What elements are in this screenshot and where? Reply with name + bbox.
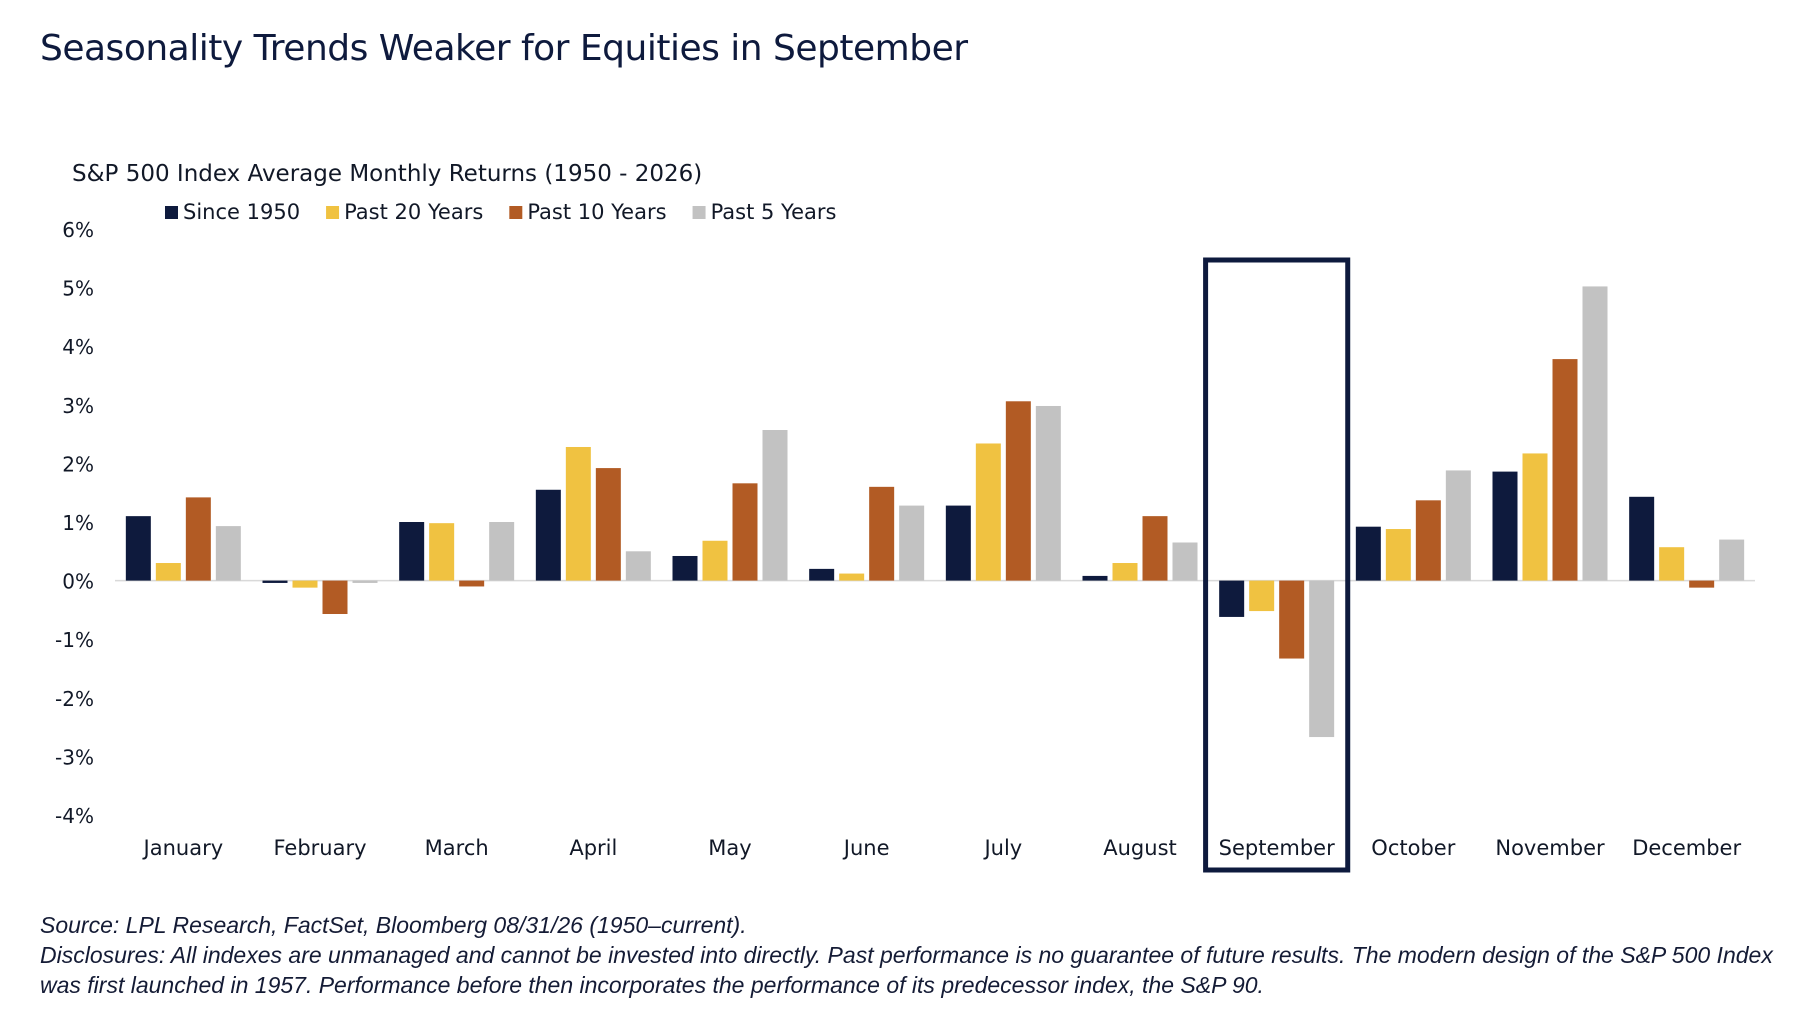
- bar-january-past-20-years: [155, 563, 181, 581]
- bar-november-past-20-years: [1522, 453, 1548, 581]
- bar-july-past-5-years: [1035, 405, 1061, 581]
- september-highlight-box: [1203, 257, 1351, 873]
- bar-february-since-1950: [262, 580, 288, 583]
- y-tick-label: 6%: [62, 218, 94, 242]
- bar-march-past-5-years: [489, 522, 515, 581]
- page-title: Seasonality Trends Weaker for Equities i…: [40, 28, 968, 69]
- y-tick-label: 0%: [62, 570, 94, 594]
- highlight-group: [1203, 257, 1351, 873]
- y-tick-label: 5%: [62, 277, 94, 301]
- y-tick-label: -2%: [55, 687, 94, 711]
- chart-title: S&P 500 Index Average Monthly Returns (1…: [72, 161, 702, 187]
- bar-july-past-20-years: [975, 443, 1001, 581]
- bar-january-past-10-years: [185, 497, 211, 581]
- bar-july-since-1950: [945, 505, 971, 581]
- bar-october-past-10-years: [1415, 500, 1441, 581]
- y-tick-label: 4%: [62, 335, 94, 359]
- y-tick-label: -4%: [55, 804, 94, 828]
- monthly-returns-chart: S&P 500 Index Average Monthly Returns (1…: [55, 161, 1755, 873]
- bar-december-past-20-years: [1659, 547, 1685, 581]
- bar-march-past-20-years: [429, 523, 455, 581]
- x-tick-label: May: [708, 836, 751, 860]
- bar-january-past-5-years: [215, 526, 241, 581]
- x-tick-label: July: [982, 836, 1022, 860]
- legend-swatch-past-20-years: [326, 206, 340, 219]
- bar-august-past-10-years: [1142, 516, 1168, 581]
- bar-august-past-20-years: [1112, 563, 1138, 581]
- bar-june-past-5-years: [899, 505, 925, 581]
- chart-legend: Since 1950 Past 20 Years Past 10 Years Past…: [165, 200, 836, 224]
- legend-label-past-20-years: Past 20 Years: [344, 200, 483, 224]
- bar-january-since-1950: [125, 516, 151, 581]
- bar-august-since-1950: [1082, 575, 1108, 581]
- x-tick-label: January: [142, 836, 224, 860]
- y-axis: 6% 5% 4% 3% 2% 1% 0% -1% -2% -3% -4%: [55, 218, 1755, 828]
- y-tick-label: -1%: [55, 628, 94, 652]
- bar-october-past-5-years: [1445, 470, 1471, 581]
- bar-september-past-10-years: [1279, 580, 1305, 659]
- bar-december-past-10-years: [1689, 580, 1715, 588]
- bar-october-since-1950: [1355, 526, 1381, 581]
- bar-september-past-5-years: [1309, 580, 1335, 738]
- legend-label-past-5-years: Past 5 Years: [711, 200, 837, 224]
- disclosures-note: Disclosures: All indexes are unmanaged a…: [40, 942, 1773, 998]
- bar-february-past-20-years: [292, 580, 318, 588]
- y-tick-label: 1%: [62, 511, 94, 535]
- bar-may-past-5-years: [762, 429, 788, 581]
- bar-april-past-10-years: [595, 468, 621, 581]
- x-tick-label: November: [1495, 836, 1605, 860]
- x-axis: January February March April May June July Augu…: [142, 836, 1742, 860]
- bar-october-past-20-years: [1385, 529, 1411, 581]
- bar-august-past-5-years: [1172, 542, 1198, 581]
- bar-april-past-20-years: [565, 446, 591, 581]
- bar-june-since-1950: [809, 568, 835, 581]
- legend-label-past-10-years: Past 10 Years: [527, 200, 666, 224]
- bar-february-past-5-years: [352, 580, 378, 583]
- bar-april-past-5-years: [625, 551, 651, 581]
- bar-april-since-1950: [535, 489, 561, 581]
- bar-july-past-10-years: [1005, 401, 1031, 581]
- footnotes: Source: LPL Research, FactSet, Bloomberg…: [40, 910, 1780, 1000]
- x-tick-label: April: [569, 836, 617, 860]
- x-tick-label: October: [1371, 836, 1455, 860]
- bar-december-since-1950: [1629, 496, 1655, 581]
- source-note: Source: LPL Research, FactSet, Bloomberg…: [40, 912, 747, 938]
- bar-november-past-10-years: [1552, 359, 1578, 581]
- x-tick-label: June: [842, 836, 890, 860]
- legend-swatch-past-5-years: [692, 206, 706, 219]
- bar-december-past-5-years: [1719, 539, 1745, 581]
- x-tick-label: December: [1632, 836, 1741, 860]
- y-tick-label: 3%: [62, 394, 94, 418]
- bar-may-since-1950: [672, 555, 698, 581]
- bar-november-since-1950: [1492, 471, 1518, 581]
- bar-june-past-20-years: [839, 573, 865, 581]
- legend-swatch-past-10-years: [509, 206, 523, 219]
- legend-swatch-since-1950: [165, 206, 178, 219]
- x-tick-label: February: [273, 836, 366, 860]
- y-tick-label: -3%: [55, 745, 94, 769]
- bar-march-past-10-years: [459, 580, 485, 587]
- bar-june-past-10-years: [869, 486, 895, 581]
- bar-may-past-10-years: [732, 483, 758, 581]
- bar-may-past-20-years: [702, 540, 728, 581]
- x-tick-label: March: [425, 836, 489, 860]
- y-tick-label: 2%: [62, 452, 94, 476]
- x-tick-label: September: [1219, 836, 1335, 860]
- bar-september-since-1950: [1219, 580, 1245, 617]
- x-tick-label: August: [1103, 836, 1177, 860]
- bars-group: [125, 286, 1745, 738]
- legend-label-since-1950: Since 1950: [183, 200, 300, 224]
- bar-november-past-5-years: [1582, 286, 1608, 581]
- bar-february-past-10-years: [322, 580, 348, 615]
- bar-march-since-1950: [399, 522, 425, 581]
- bar-september-past-20-years: [1249, 580, 1275, 612]
